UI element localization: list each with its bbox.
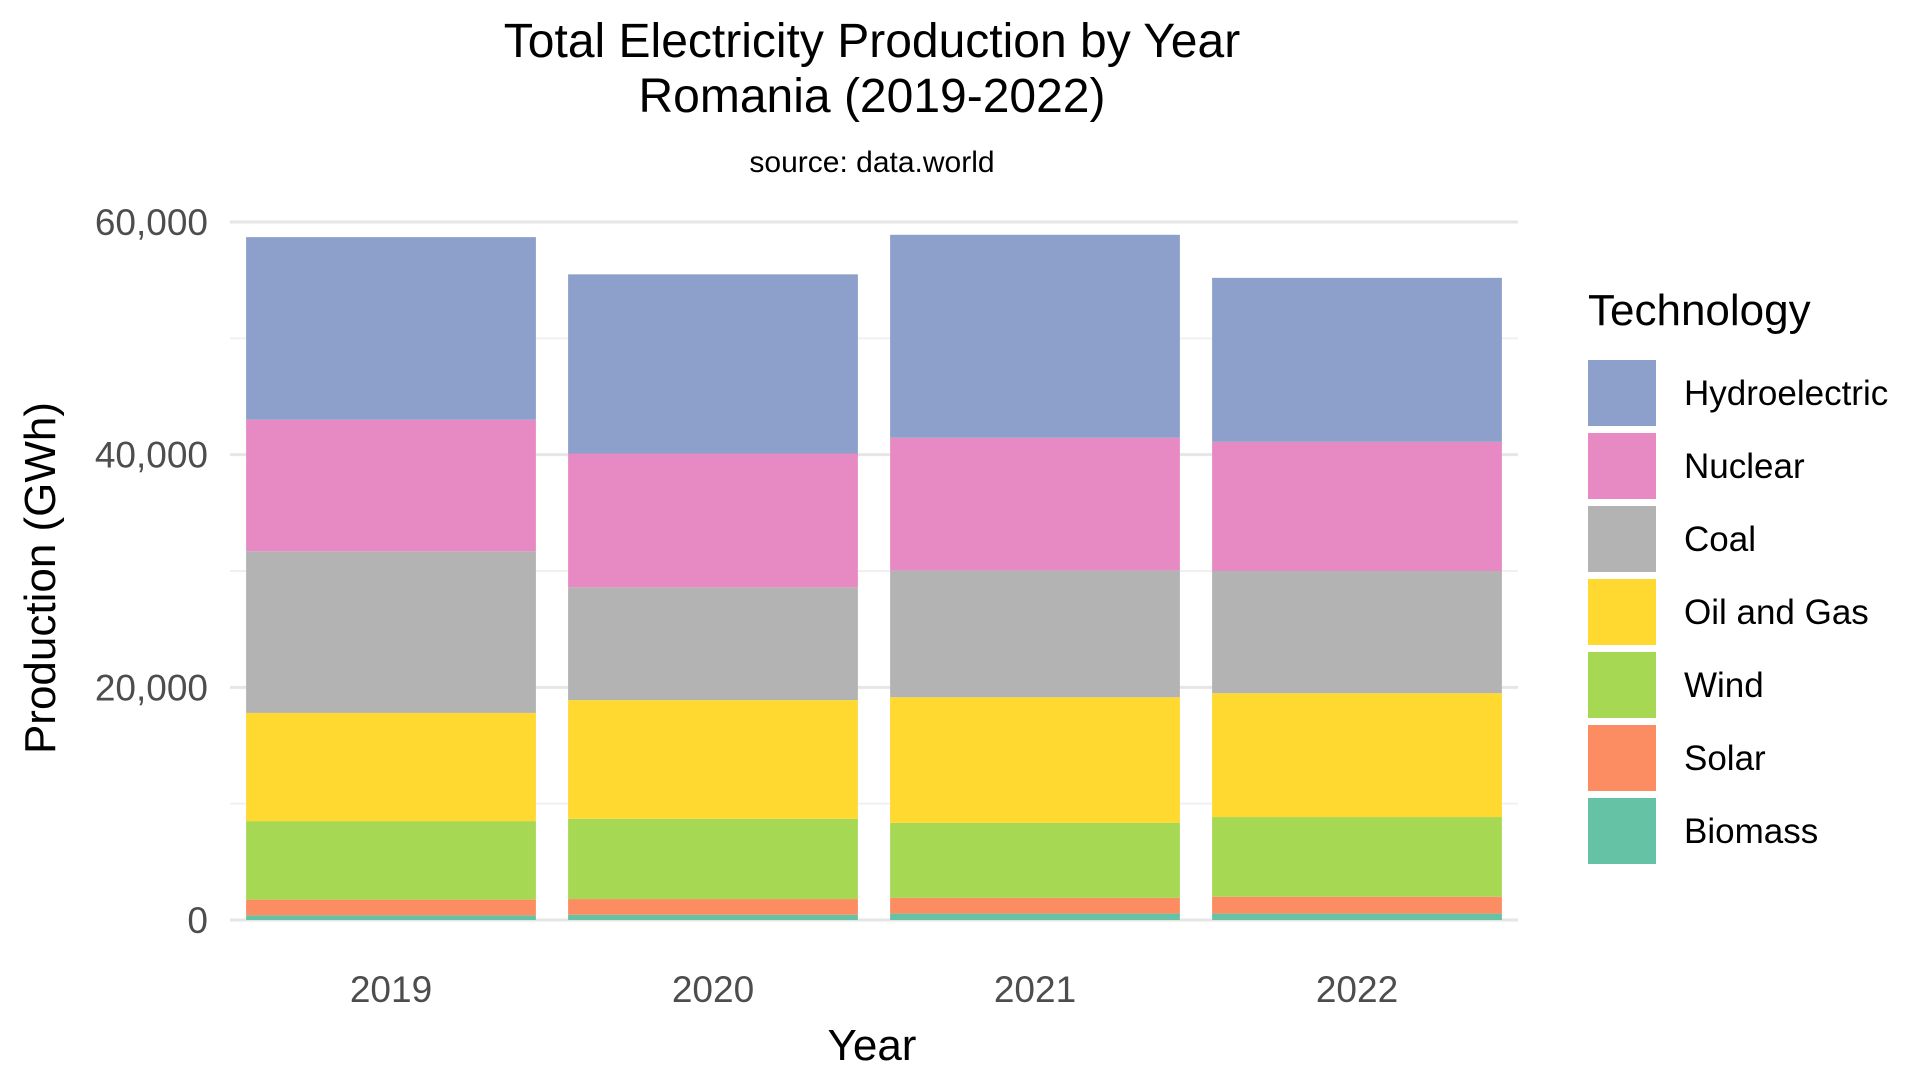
- bar-segment-hydroelectric: [1212, 277, 1502, 442]
- bar-segment-solar: [246, 899, 536, 916]
- bar-segment-biomass: [246, 915, 536, 920]
- bars: [246, 234, 1502, 920]
- y-tick-label: 0: [187, 900, 208, 941]
- legend-key-oil-and-gas: [1588, 579, 1656, 645]
- bar-segment-solar: [890, 897, 1180, 914]
- legend-key-coal: [1588, 506, 1656, 572]
- legend-label: Nuclear: [1684, 447, 1805, 486]
- chart-title-line-1: Total Electricity Production by Year: [504, 15, 1240, 68]
- bar-segment-nuclear: [890, 437, 1180, 571]
- bar-segment-nuclear: [568, 453, 858, 588]
- legend-key-wind: [1588, 652, 1656, 718]
- x-tick-label: 2021: [994, 969, 1076, 1010]
- y-tick-labels: 0 20,000 40,000 60,000: [95, 202, 208, 941]
- x-tick-label: 2019: [350, 969, 432, 1010]
- legend: Technology Hydroelectric Nuclear Coal Oil a…: [1588, 286, 1888, 864]
- y-axis-title: Production (GWh): [16, 402, 65, 754]
- chart-subtitle: source: data.world: [749, 146, 994, 179]
- legend-key-solar: [1588, 725, 1656, 791]
- bar-segment-hydroelectric: [568, 274, 858, 454]
- bar-segment-nuclear: [246, 419, 536, 552]
- bar-segment-hydroelectric: [890, 234, 1180, 438]
- bar-segment-oil-and-gas: [568, 700, 858, 819]
- x-tick-labels: 2019 2020 2021 2022: [350, 969, 1398, 1010]
- bar-segment-oil-and-gas: [890, 697, 1180, 823]
- bar-segment-hydroelectric: [246, 237, 536, 420]
- y-tick-label: 40,000: [95, 435, 208, 476]
- bar-segment-coal: [568, 587, 858, 701]
- bar-segment-coal: [246, 551, 536, 713]
- legend-key-nuclear: [1588, 433, 1656, 499]
- legend-label: Coal: [1684, 520, 1756, 559]
- bar-segment-wind: [568, 818, 858, 900]
- x-axis-title: Year: [828, 1021, 917, 1070]
- bar-segment-biomass: [568, 914, 858, 920]
- legend-label: Solar: [1684, 739, 1766, 778]
- bar-segment-biomass: [1212, 913, 1502, 920]
- bar-segment-wind: [1212, 817, 1502, 897]
- y-tick-label: 20,000: [95, 667, 208, 708]
- legend-key-hydroelectric: [1588, 360, 1656, 426]
- legend-label: Hydroelectric: [1684, 374, 1888, 413]
- bar-segment-oil-and-gas: [1212, 693, 1502, 818]
- bar-segment-coal: [1212, 571, 1502, 694]
- chart-title-line-2: Romania (2019-2022): [639, 70, 1106, 123]
- bar-segment-coal: [890, 570, 1180, 698]
- bar-segment-biomass: [890, 913, 1180, 920]
- bar-segment-oil-and-gas: [246, 712, 536, 822]
- bar-segment-wind: [890, 822, 1180, 898]
- legend-key-biomass: [1588, 798, 1656, 864]
- bar-segment-wind: [246, 821, 536, 900]
- legend-label: Biomass: [1684, 812, 1818, 851]
- bar-segment-solar: [568, 899, 858, 915]
- bar-segment-nuclear: [1212, 441, 1502, 571]
- legend-label: Oil and Gas: [1684, 593, 1869, 632]
- legend-label: Wind: [1684, 666, 1764, 705]
- bar-segment-solar: [1212, 896, 1502, 914]
- x-tick-label: 2022: [1316, 969, 1398, 1010]
- legend-title: Technology: [1588, 286, 1811, 335]
- x-tick-label: 2020: [672, 969, 754, 1010]
- y-tick-label: 60,000: [95, 202, 208, 243]
